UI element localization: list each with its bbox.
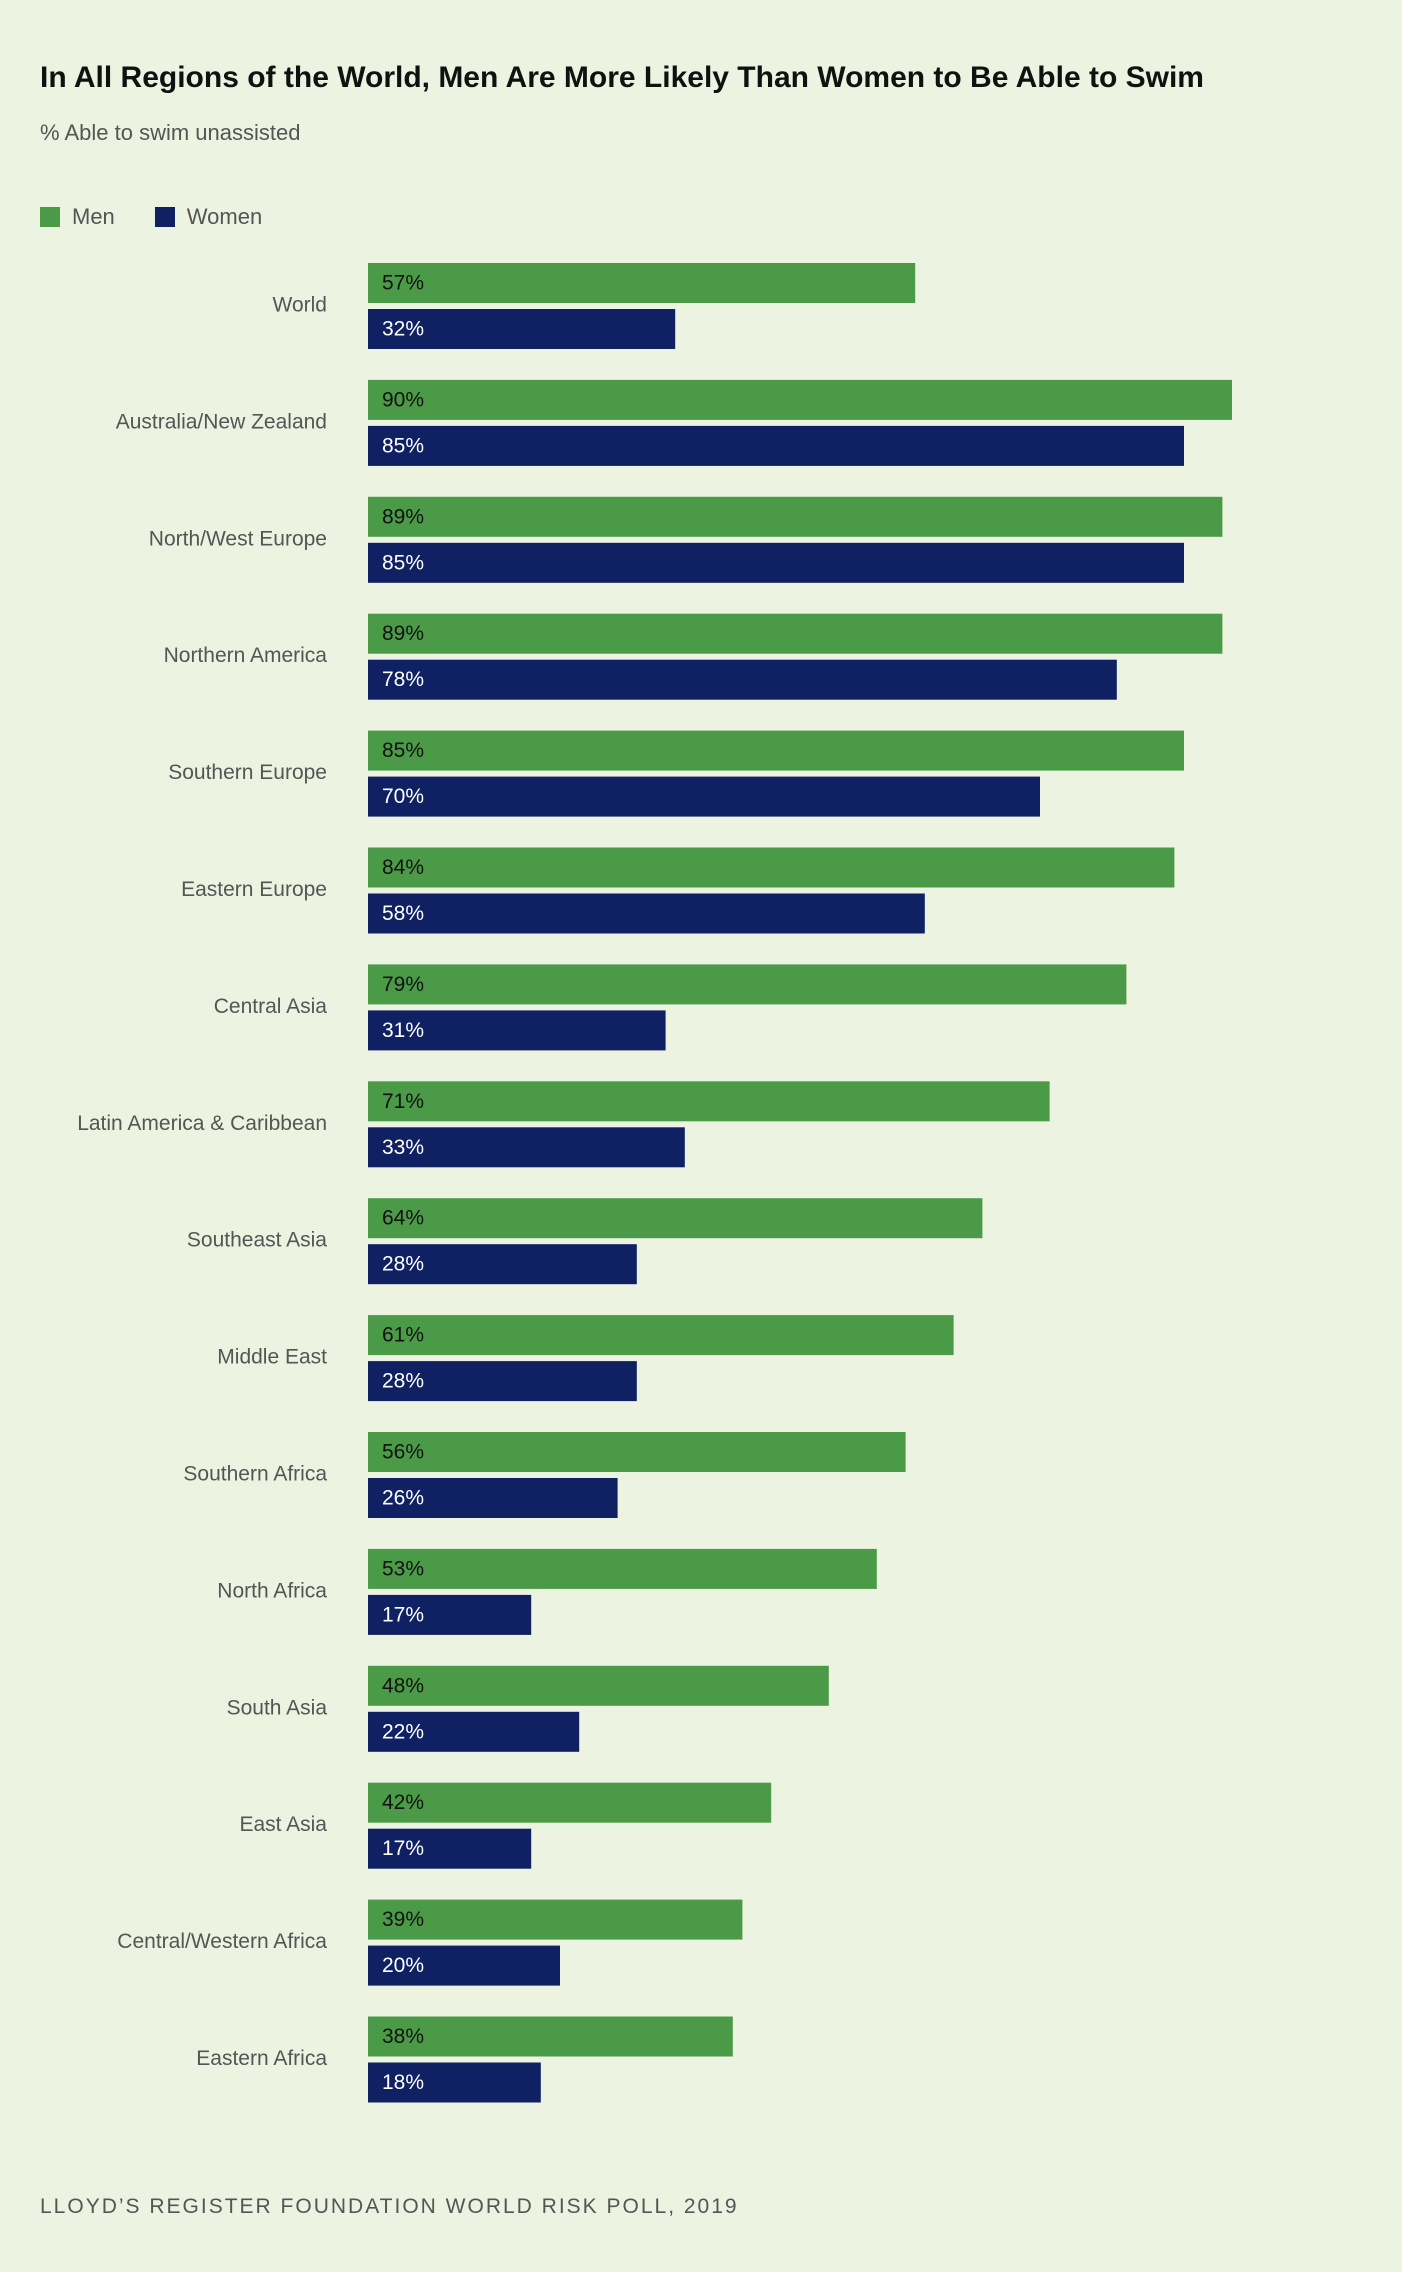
bar-women-eastern-europe (368, 893, 925, 934)
bar-men-latin-america-caribbean (368, 1081, 1050, 1122)
data-label-men-central-western-africa: 39% (382, 1908, 424, 1931)
category-label-world: World (273, 294, 327, 317)
category-label-middle-east: Middle East (217, 1346, 327, 1369)
bar-women-central-western-africa (368, 1945, 560, 1986)
data-label-women-north-africa: 17% (382, 1603, 424, 1626)
data-label-men-world: 57% (382, 272, 424, 295)
data-label-women-southern-europe: 70% (382, 785, 424, 808)
category-label-central-western-africa: Central/Western Africa (117, 1930, 327, 1953)
data-label-women-latin-america-caribbean: 33% (382, 1136, 424, 1159)
bar-women-northern-america (368, 659, 1117, 700)
data-label-men-eastern-europe: 84% (382, 856, 424, 879)
data-label-men-southern-europe: 85% (382, 739, 424, 762)
bar-women-latin-america-caribbean (368, 1127, 685, 1168)
bar-women-east-asia (368, 1828, 532, 1869)
bar-women-southern-africa (368, 1478, 618, 1518)
data-label-women-northern-america: 78% (382, 668, 424, 691)
data-label-men-australia-new-zealand: 90% (382, 388, 424, 411)
bar-men-southeast-asia (368, 1198, 983, 1239)
data-label-men-north-africa: 53% (382, 1557, 424, 1580)
data-label-women-eastern-europe: 58% (382, 902, 424, 925)
category-label-central-asia: Central Asia (214, 995, 328, 1018)
legend-label-men: Men (72, 204, 115, 229)
bar-men-world (368, 263, 916, 303)
data-label-women-southeast-asia: 28% (382, 1253, 424, 1276)
bar-women-world (368, 309, 676, 349)
legend-swatch-men (40, 207, 60, 227)
bar-men-central-western-africa (368, 1899, 743, 1940)
bar-men-central-asia (368, 964, 1127, 1005)
category-label-latin-america-caribbean: Latin America & Caribbean (77, 1112, 327, 1135)
data-label-women-east-asia: 17% (382, 1837, 424, 1860)
data-label-men-southeast-asia: 64% (382, 1207, 424, 1230)
data-label-women-southern-africa: 26% (382, 1487, 424, 1510)
data-label-women-south-asia: 22% (382, 1720, 424, 1743)
bar-men-north-africa (368, 1548, 877, 1589)
legend-swatch-women (154, 207, 175, 227)
category-label-southern-africa: Southern Africa (183, 1463, 327, 1486)
data-label-women-north-west-europe: 85% (382, 551, 424, 574)
data-label-men-east-asia: 42% (382, 1791, 424, 1814)
category-label-eastern-europe: Eastern Europe (181, 878, 327, 901)
data-label-women-eastern-africa: 18% (382, 2071, 424, 2094)
data-label-women-central-asia: 31% (382, 1019, 424, 1042)
category-label-northern-america: Northern America (164, 644, 328, 667)
category-label-australia-new-zealand: Australia/New Zealand (116, 410, 327, 433)
bar-men-middle-east (368, 1315, 954, 1356)
chart-subtitle: % Able to swim unassisted (40, 120, 301, 145)
data-label-women-central-western-africa: 20% (382, 1954, 424, 1977)
bar-women-north-west-europe (368, 542, 1184, 583)
category-label-south-asia: South Asia (227, 1696, 328, 1719)
data-label-women-middle-east: 28% (382, 1370, 424, 1393)
data-label-women-australia-new-zealand: 85% (382, 434, 424, 457)
data-label-men-northern-america: 89% (382, 622, 424, 645)
category-label-southeast-asia: Southeast Asia (187, 1229, 327, 1252)
bar-men-eastern-europe (368, 847, 1175, 888)
data-label-men-north-west-europe: 89% (382, 505, 424, 528)
legend-item-men: Men (40, 204, 115, 230)
bar-women-southeast-asia (368, 1244, 637, 1285)
bar-women-southern-europe (368, 776, 1040, 817)
bar-men-north-west-europe (368, 496, 1223, 537)
chart-source: LLOYD’S REGISTER FOUNDATION WORLD RISK P… (40, 2195, 739, 2218)
category-label-north-west-europe: North/West Europe (149, 527, 327, 550)
bar-women-middle-east (368, 1361, 637, 1402)
bar-men-southern-africa (368, 1432, 906, 1472)
data-label-women-world: 32% (382, 318, 424, 341)
bar-men-australia-new-zealand (368, 379, 1232, 420)
bar-men-southern-europe (368, 730, 1184, 771)
bar-women-south-asia (368, 1711, 580, 1752)
category-label-east-asia: East Asia (239, 1813, 327, 1836)
bar-women-eastern-africa (368, 2062, 541, 2103)
chart-legend: Men Women (40, 204, 302, 230)
legend-item-women: Women (154, 204, 263, 230)
bar-men-south-asia (368, 1665, 829, 1706)
bar-men-eastern-africa (368, 2016, 733, 2057)
bar-women-central-asia (368, 1010, 666, 1051)
bar-men-east-asia (368, 1782, 772, 1823)
category-label-southern-europe: Southern Europe (168, 761, 327, 784)
data-label-men-eastern-africa: 38% (382, 2025, 424, 2048)
data-label-men-southern-africa: 56% (382, 1441, 424, 1464)
data-label-men-middle-east: 61% (382, 1324, 424, 1347)
data-label-men-central-asia: 79% (382, 973, 424, 996)
category-label-north-africa: North Africa (217, 1579, 327, 1602)
bar-women-australia-new-zealand (368, 425, 1184, 466)
data-label-men-latin-america-caribbean: 71% (382, 1090, 424, 1113)
chart-title: In All Regions of the World, Men Are Mor… (40, 61, 1204, 94)
category-label-eastern-africa: Eastern Africa (196, 2047, 327, 2070)
legend-label-women: Women (186, 204, 263, 229)
data-label-men-south-asia: 48% (382, 1674, 424, 1697)
bar-men-northern-america (368, 613, 1223, 654)
bar-women-north-africa (368, 1594, 532, 1635)
